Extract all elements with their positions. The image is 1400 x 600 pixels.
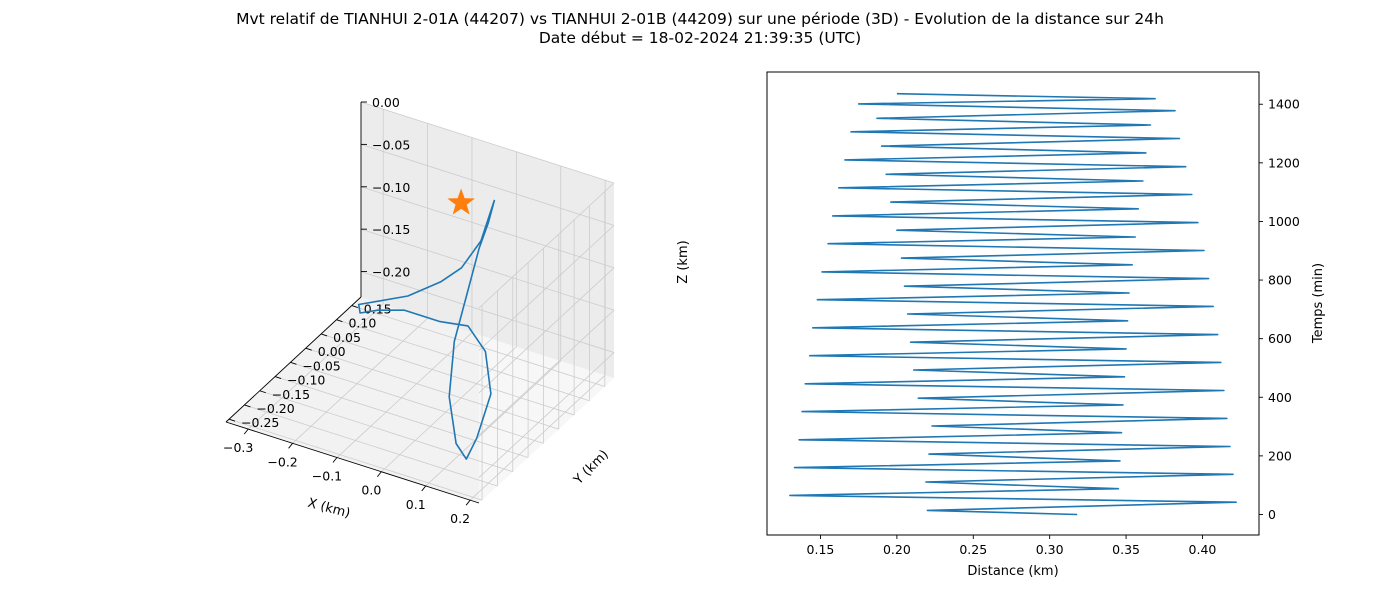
grid-line-x <box>381 346 517 473</box>
x-axis-line-3d <box>225 421 480 504</box>
y-tick-label-3d: 0.15 <box>364 302 392 317</box>
x-axis-label: Distance (km) <box>967 564 1058 579</box>
y-tick-label: 600 <box>1268 331 1292 346</box>
y-tick-label-3d: −0.25 <box>241 415 279 430</box>
x-tick-label-3d: 0.1 <box>406 497 426 512</box>
grid-line-x <box>336 332 473 458</box>
x-tick-label: 0.30 <box>1036 542 1064 557</box>
y-tick-label-3d: −0.15 <box>272 387 310 402</box>
grid-line-y <box>305 347 559 430</box>
grid-line-z <box>478 267 615 394</box>
y-axis-line-3d <box>225 296 362 423</box>
y-tick-label: 1400 <box>1268 97 1300 112</box>
grid-line-x <box>425 360 562 487</box>
x-tick-label-3d: −0.1 <box>312 469 342 484</box>
distance-time-plot: 0.15 0.20 0.25 0.30 0.35 0.40 0 200 400 600 800 10… <box>766 71 1326 579</box>
grid-line-z <box>478 309 615 436</box>
grid-line-x <box>247 303 384 430</box>
distance-series-line <box>789 92 1237 516</box>
grid-line-z <box>360 271 615 353</box>
x-tick-3d <box>332 457 338 463</box>
x-tick-label: 0.20 <box>883 542 911 557</box>
z-tick-label-3d: −0.15 <box>372 222 410 237</box>
grid-line-y <box>244 404 498 487</box>
y-tick-label: 200 <box>1268 448 1292 463</box>
grid-line-y <box>290 361 544 444</box>
y-tick-label-3d: 0.05 <box>333 330 361 345</box>
y-tick-label-3d: −0.20 <box>256 401 294 416</box>
y-tick-label-3d: −0.05 <box>302 358 340 373</box>
z-tick-label-3d: 0.00 <box>372 95 400 110</box>
y-tick-label-3d: 0.00 <box>318 344 346 359</box>
x-tick-label: 0.35 <box>1112 542 1140 557</box>
y-tick-label: 0 <box>1268 507 1276 522</box>
x-tick-label: 0.40 <box>1189 542 1217 557</box>
z-tick-label-3d: −0.05 <box>372 137 410 152</box>
x-tick-label-3d: −0.3 <box>223 440 253 455</box>
grid-line-z <box>478 352 615 478</box>
y-tick-3d <box>259 390 266 394</box>
trajectory-3d-plot: −0.3−0.2−0.10.00.10.2−0.25−0.20−0.15−0.1… <box>223 95 691 526</box>
x-tick-3d <box>243 428 249 435</box>
back-pane <box>361 102 614 378</box>
y-tick-3d <box>228 418 236 422</box>
plot-frame <box>766 71 1260 536</box>
y-tick-label-3d: −0.10 <box>287 373 325 388</box>
figure-title-line2: Date début = 18-02-2024 21:39:35 (UTC) <box>538 29 862 47</box>
x-tick-3d <box>288 443 293 449</box>
grid-line-y <box>259 390 513 473</box>
trajectory-line <box>357 199 496 460</box>
y-tick-label: 1200 <box>1268 155 1300 170</box>
z-tick-label-3d: −0.10 <box>372 180 410 195</box>
x-tick-label-3d: 0.2 <box>450 511 470 526</box>
x-tick-label-3d: 0.0 <box>361 483 381 498</box>
x-tick-label: 0.25 <box>959 542 987 557</box>
z-axis-label-3d: Z (km) <box>676 240 691 283</box>
figure-title-line1: Mvt relatif de TIANHUI 2-01A (44207) vs … <box>236 10 1164 28</box>
y-tick-3d <box>336 319 343 323</box>
y-tick-label: 800 <box>1268 273 1292 288</box>
origin-star-marker <box>447 188 475 215</box>
y-tick-label: 400 <box>1268 390 1292 405</box>
grid-line-y <box>351 305 605 387</box>
z-tick-label-3d: −0.20 <box>372 265 410 280</box>
x-tick-label-3d: −0.2 <box>267 454 297 469</box>
y-tick-label-3d: 0.10 <box>348 316 376 331</box>
grid-line-x <box>469 374 606 501</box>
grid-line-z <box>478 182 615 309</box>
grid-line-z <box>360 101 615 184</box>
y-tick-label: 1000 <box>1268 214 1300 229</box>
y-tick-3d <box>244 404 251 408</box>
x-tick-3d <box>421 485 427 492</box>
y-tick-3d <box>274 376 282 379</box>
grid-line-z <box>478 225 615 351</box>
grid-line-x <box>292 318 428 444</box>
y-axis-label-3d: Y (km) <box>571 447 612 488</box>
y-tick-3d <box>351 305 358 308</box>
x-tick-3d <box>376 471 382 478</box>
grid-line-y <box>228 418 483 501</box>
grid-line-z <box>360 144 615 226</box>
x-axis-label-3d: X (km) <box>306 496 352 522</box>
grid-line-y <box>274 376 529 458</box>
x-tick-label: 0.15 <box>807 542 835 557</box>
y-tick-3d <box>305 347 312 351</box>
y-axis-label: Temps (min) <box>1311 263 1326 344</box>
grid-line-z <box>360 228 615 311</box>
grid-line-y <box>336 319 590 402</box>
y-tick-3d <box>320 333 328 337</box>
grid-line-y <box>320 333 575 416</box>
x-tick-3d <box>465 499 471 506</box>
y-tick-3d <box>290 361 297 365</box>
